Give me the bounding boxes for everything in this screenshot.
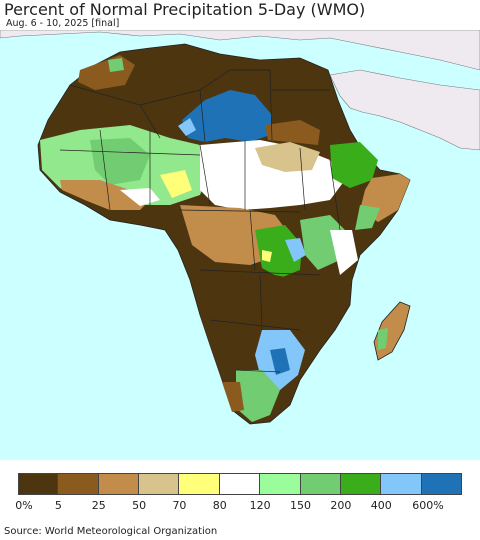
legend-swatch [381,473,422,495]
cape-dry [222,382,244,412]
south-africa-green [236,370,280,422]
sudan-mixed [255,142,320,172]
source-credit: Source: World Meteorological Organizatio… [4,526,218,537]
legend-swatch [421,473,462,495]
west-africa-coast-dry [60,180,150,210]
legend-swatch [300,473,341,495]
zambia-dry [200,270,320,328]
congo-yellow [262,250,272,262]
precipitation-map [0,30,480,460]
lake-region-blue [285,238,306,262]
south-africa-blue [270,348,290,375]
legend-tick: 400 [370,499,392,512]
west-africa-yellow [160,170,192,198]
chad-wet-area [182,90,272,142]
europe-land [0,30,480,71]
legend-tick: 25 [91,499,106,512]
namibia-dry [200,315,240,380]
legend-swatch [340,473,382,495]
ethiopia-wet [330,142,378,188]
legend-tick: 150 [290,499,312,512]
legend-tick: 200 [330,499,352,512]
kenya-white [330,230,358,275]
legend-tick: 50 [132,499,147,512]
congo-green [255,225,302,278]
legend-swatch [179,473,220,495]
legend-tick: 70 [172,499,187,512]
horn-green [355,205,380,230]
egypt-dry [270,60,335,110]
west-africa-green [90,138,150,185]
middle-east-land [329,69,480,151]
legend-tick: 5 [54,499,62,512]
legend-swatch [219,473,261,495]
legend-swatch [139,473,180,495]
legend-swatch [98,473,140,495]
legend-swatch [58,473,99,495]
legend-tick: 80 [212,499,227,512]
legend-tick: 120 [249,499,271,512]
sudan-brown [265,120,320,145]
legend-tick: 0% [15,499,33,512]
legend-swatch [18,473,59,495]
country-borders [59,69,341,373]
legend-tick: 600% [412,499,444,512]
uganda-green [300,215,345,270]
color-legend [18,473,462,495]
madagascar-green [378,328,388,350]
map-title: Percent of Normal Precipitation 5-Day (W… [4,0,366,19]
chad-light-blue [178,118,196,136]
map-subtitle: Aug. 6 - 10, 2025 [final] [6,18,120,29]
morocco-green [108,58,124,72]
legend-swatch [260,473,301,495]
